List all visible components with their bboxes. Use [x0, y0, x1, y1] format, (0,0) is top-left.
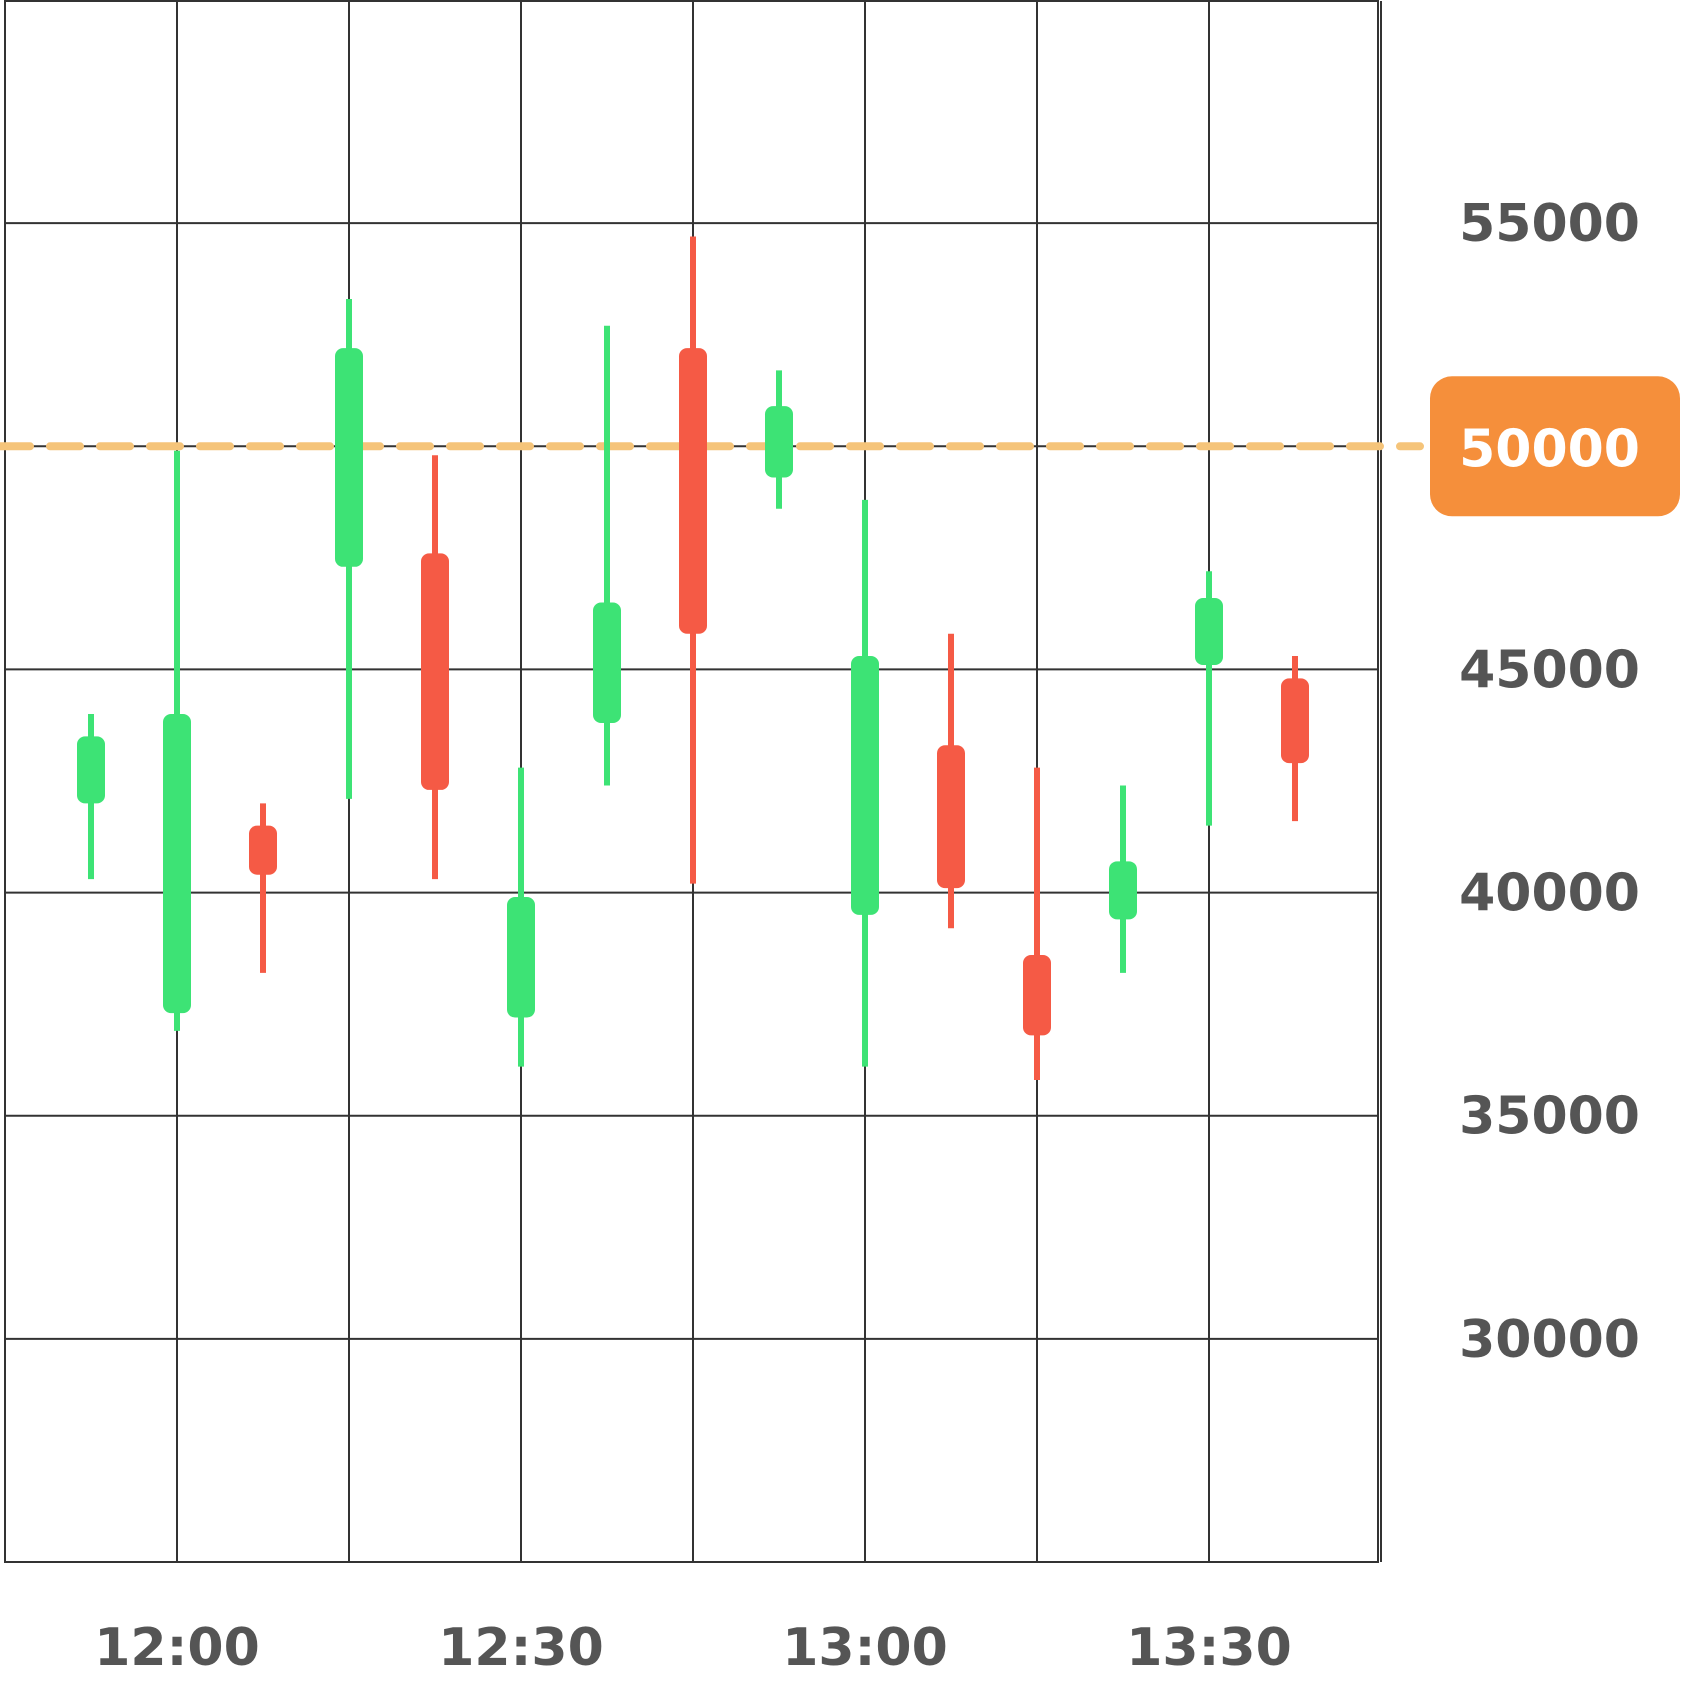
y-tick-label: 30000 — [1459, 1310, 1640, 1370]
candle-body — [335, 348, 363, 567]
y-axis: 55000 45000 40000 35000 30000 — [1459, 194, 1640, 1370]
candle — [77, 714, 105, 880]
x-tick-label: 13:30 — [1126, 1618, 1292, 1678]
candle-body — [507, 897, 535, 1018]
y-tick-label: 40000 — [1459, 864, 1640, 924]
x-axis: 12:00 12:30 13:00 13:30 — [94, 1618, 1292, 1678]
candle — [249, 803, 277, 973]
candle — [851, 499, 879, 1067]
candle — [937, 633, 965, 929]
candle-body — [77, 736, 105, 804]
y-tick-label: 35000 — [1459, 1087, 1640, 1147]
candle-body — [1109, 861, 1137, 920]
current-price-tag: 50000 — [1430, 376, 1680, 517]
candle — [1281, 656, 1309, 822]
candle — [593, 325, 621, 786]
x-tick-label: 13:00 — [782, 1618, 948, 1678]
candle-body — [1023, 955, 1051, 1036]
candle-body — [163, 714, 191, 1014]
candles — [77, 236, 1309, 1081]
candle — [1109, 785, 1137, 973]
x-tick-label: 12:00 — [94, 1618, 260, 1678]
y-tick-label: 45000 — [1459, 640, 1640, 700]
y-tick-label: 55000 — [1459, 194, 1640, 254]
candle-body — [679, 348, 707, 634]
candle — [163, 450, 191, 1031]
candle-body — [593, 602, 621, 723]
candle — [679, 236, 707, 884]
x-tick-label: 12:30 — [438, 1618, 604, 1678]
candle — [765, 370, 793, 509]
price-tag-label: 50000 — [1459, 419, 1640, 479]
candle — [421, 455, 449, 880]
candle-body — [1281, 678, 1309, 764]
candle-body — [1195, 598, 1223, 665]
candle-body — [937, 745, 965, 889]
candle-body — [765, 406, 793, 478]
candle-body — [249, 825, 277, 875]
candle-body — [851, 656, 879, 915]
candle — [507, 767, 535, 1067]
candle — [1023, 767, 1051, 1081]
price-tag-background — [1430, 376, 1680, 517]
candle-body — [421, 553, 449, 790]
candle — [335, 299, 363, 799]
candle — [1195, 571, 1223, 826]
